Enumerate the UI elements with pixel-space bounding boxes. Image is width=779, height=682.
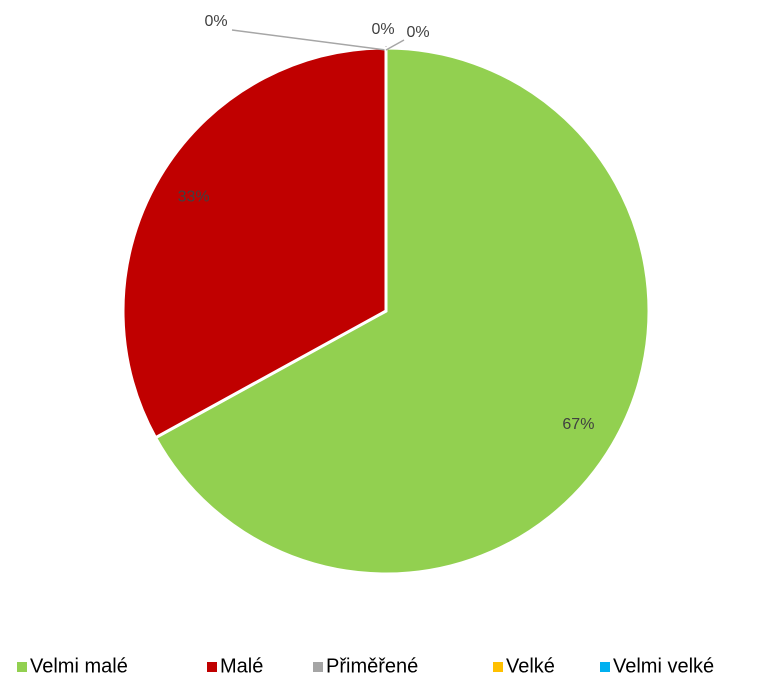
legend-swatch xyxy=(600,662,610,672)
data-label: 0% xyxy=(406,24,429,41)
legend-swatch xyxy=(313,662,323,672)
data-label: 67% xyxy=(562,416,594,433)
legend-label: Přiměřené xyxy=(326,655,418,677)
legend-swatch xyxy=(17,662,27,672)
legend-label: Velmi malé xyxy=(30,655,128,677)
data-label: 33% xyxy=(178,188,210,205)
legend-label: Velmi velké xyxy=(613,655,714,677)
legend-swatch xyxy=(493,662,503,672)
legend-label: Malé xyxy=(220,655,263,677)
pie-slice xyxy=(154,46,651,576)
leader-line xyxy=(385,39,405,51)
data-label: 0% xyxy=(204,13,227,30)
pie-slice xyxy=(121,46,388,440)
leader-line xyxy=(231,29,387,51)
data-label: 0% xyxy=(371,21,394,38)
legend-swatch xyxy=(207,662,217,672)
legend-label: Velké xyxy=(506,655,555,677)
